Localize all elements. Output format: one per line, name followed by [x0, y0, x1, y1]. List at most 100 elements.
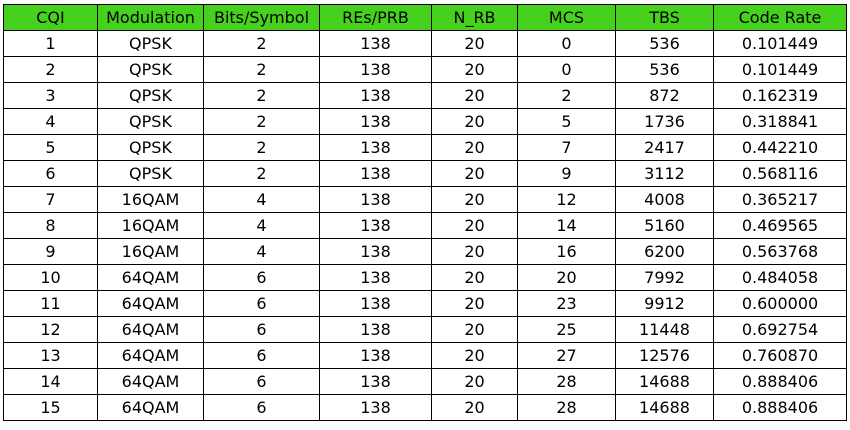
- modulation-cell: 16QAM: [97, 186, 204, 213]
- res-per-prb-cell: 138: [319, 368, 432, 395]
- table-row: 3 QPSK 2 138 20 2 872 0.162319: [3, 82, 847, 109]
- header-n-rb: N_RB: [431, 4, 518, 31]
- bits-per-symbol-cell: 2: [203, 134, 320, 161]
- cqi-cell: 14: [3, 368, 98, 395]
- n-rb-cell: 20: [431, 238, 518, 265]
- modulation-cell: QPSK: [97, 108, 204, 135]
- code-rate-cell: 0.888406: [713, 394, 847, 421]
- tbs-cell: 1736: [615, 108, 714, 135]
- bits-per-symbol-cell: 2: [203, 160, 320, 187]
- res-per-prb-cell: 138: [319, 30, 432, 57]
- n-rb-cell: 20: [431, 186, 518, 213]
- header-res-per-prb: REs/PRB: [319, 4, 432, 31]
- n-rb-cell: 20: [431, 368, 518, 395]
- n-rb-cell: 20: [431, 394, 518, 421]
- cqi-cell: 15: [3, 394, 98, 421]
- table-row: 11 64QAM 6 138 20 23 9912 0.600000: [3, 290, 847, 317]
- res-per-prb-cell: 138: [319, 264, 432, 291]
- res-per-prb-cell: 138: [319, 394, 432, 421]
- modulation-cell: 64QAM: [97, 316, 204, 343]
- res-per-prb-cell: 138: [319, 186, 432, 213]
- tbs-cell: 536: [615, 30, 714, 57]
- mcs-cell: 0: [517, 30, 616, 57]
- n-rb-cell: 20: [431, 316, 518, 343]
- n-rb-cell: 20: [431, 56, 518, 83]
- n-rb-cell: 20: [431, 134, 518, 161]
- bits-per-symbol-cell: 6: [203, 394, 320, 421]
- code-rate-cell: 0.568116: [713, 160, 847, 187]
- modulation-cell: 64QAM: [97, 368, 204, 395]
- table-row: 10 64QAM 6 138 20 20 7992 0.484058: [3, 264, 847, 291]
- tbs-cell: 12576: [615, 342, 714, 369]
- modulation-cell: 64QAM: [97, 290, 204, 317]
- bits-per-symbol-cell: 2: [203, 82, 320, 109]
- table-row: 12 64QAM 6 138 20 25 11448 0.692754: [3, 316, 847, 343]
- modulation-cell: QPSK: [97, 160, 204, 187]
- code-rate-cell: 0.365217: [713, 186, 847, 213]
- table-row: 15 64QAM 6 138 20 28 14688 0.888406: [3, 394, 847, 421]
- table-row: 5 QPSK 2 138 20 7 2417 0.442210: [3, 134, 847, 161]
- code-rate-cell: 0.888406: [713, 368, 847, 395]
- header-cqi: CQI: [3, 4, 98, 31]
- header-modulation: Modulation: [97, 4, 204, 31]
- cqi-cell: 12: [3, 316, 98, 343]
- mcs-cell: 2: [517, 82, 616, 109]
- cqi-cell: 9: [3, 238, 98, 265]
- bits-per-symbol-cell: 6: [203, 342, 320, 369]
- tbs-cell: 3112: [615, 160, 714, 187]
- bits-per-symbol-cell: 2: [203, 56, 320, 83]
- bits-per-symbol-cell: 2: [203, 30, 320, 57]
- res-per-prb-cell: 138: [319, 290, 432, 317]
- cqi-cell: 6: [3, 160, 98, 187]
- mcs-cell: 28: [517, 368, 616, 395]
- mcs-cell: 7: [517, 134, 616, 161]
- tbs-cell: 6200: [615, 238, 714, 265]
- code-rate-cell: 0.318841: [713, 108, 847, 135]
- mcs-cell: 23: [517, 290, 616, 317]
- bits-per-symbol-cell: 6: [203, 290, 320, 317]
- res-per-prb-cell: 138: [319, 56, 432, 83]
- n-rb-cell: 20: [431, 264, 518, 291]
- table-row: 1 QPSK 2 138 20 0 536 0.101449: [3, 30, 847, 57]
- tbs-cell: 536: [615, 56, 714, 83]
- res-per-prb-cell: 138: [319, 82, 432, 109]
- code-rate-cell: 0.101449: [713, 30, 847, 57]
- cqi-cell: 4: [3, 108, 98, 135]
- code-rate-cell: 0.563768: [713, 238, 847, 265]
- cqi-cell: 2: [3, 56, 98, 83]
- bits-per-symbol-cell: 4: [203, 212, 320, 239]
- table-row: 6 QPSK 2 138 20 9 3112 0.568116: [3, 160, 847, 187]
- res-per-prb-cell: 138: [319, 212, 432, 239]
- n-rb-cell: 20: [431, 290, 518, 317]
- n-rb-cell: 20: [431, 160, 518, 187]
- cqi-cell: 3: [3, 82, 98, 109]
- modulation-cell: 64QAM: [97, 394, 204, 421]
- bits-per-symbol-cell: 6: [203, 264, 320, 291]
- n-rb-cell: 20: [431, 342, 518, 369]
- res-per-prb-cell: 138: [319, 108, 432, 135]
- table-row: 7 16QAM 4 138 20 12 4008 0.365217: [3, 186, 847, 213]
- table-header-row: CQI Modulation Bits/Symbol REs/PRB N_RB MCS TB…: [3, 4, 847, 31]
- mcs-cell: 14: [517, 212, 616, 239]
- n-rb-cell: 20: [431, 212, 518, 239]
- cqi-cell: 1: [3, 30, 98, 57]
- tbs-cell: 2417: [615, 134, 714, 161]
- cqi-cell: 13: [3, 342, 98, 369]
- modulation-cell: QPSK: [97, 30, 204, 57]
- mcs-cell: 16: [517, 238, 616, 265]
- modulation-cell: QPSK: [97, 82, 204, 109]
- bits-per-symbol-cell: 2: [203, 108, 320, 135]
- res-per-prb-cell: 138: [319, 316, 432, 343]
- mcs-cell: 9: [517, 160, 616, 187]
- bits-per-symbol-cell: 4: [203, 186, 320, 213]
- mcs-cell: 12: [517, 186, 616, 213]
- mcs-cell: 5: [517, 108, 616, 135]
- tbs-cell: 872: [615, 82, 714, 109]
- code-rate-cell: 0.442210: [713, 134, 847, 161]
- cqi-cell: 5: [3, 134, 98, 161]
- res-per-prb-cell: 138: [319, 134, 432, 161]
- tbs-cell: 11448: [615, 316, 714, 343]
- mcs-cell: 0: [517, 56, 616, 83]
- table-row: 2 QPSK 2 138 20 0 536 0.101449: [3, 56, 847, 83]
- modulation-cell: 16QAM: [97, 238, 204, 265]
